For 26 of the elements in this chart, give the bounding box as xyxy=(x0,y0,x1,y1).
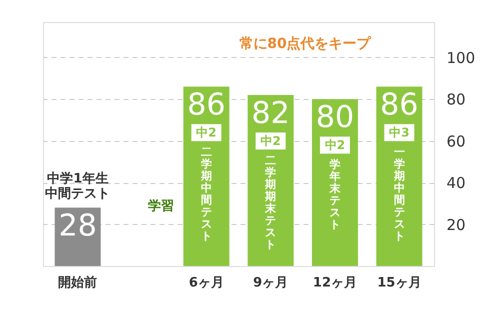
y-tick-label: 100 xyxy=(446,48,476,67)
x-tick-label: 15ヶ月 xyxy=(377,276,422,290)
y-tick-label: 40 xyxy=(446,174,466,192)
annotation: 中2 xyxy=(324,138,346,152)
annotation: 二学期期末テスト xyxy=(264,154,278,251)
x-tick-label: 12ヶ月 xyxy=(312,276,358,290)
x-tick-label: 開始前 xyxy=(58,276,98,290)
annotation: 常に80点代をキープ xyxy=(239,35,372,52)
annotation: 学習 xyxy=(148,199,174,214)
annotation: 二学期中間テスト xyxy=(200,146,212,243)
data-label: 82 xyxy=(252,96,290,131)
y-tick-label: 20 xyxy=(446,216,466,234)
annotation: 中2 xyxy=(196,126,217,140)
annotation: 一学期中間テスト xyxy=(392,146,405,243)
data-label: 28 xyxy=(58,208,97,244)
annotation: 中3 xyxy=(389,126,410,140)
data-label: 86 xyxy=(380,88,418,123)
annotation: 中2 xyxy=(260,134,281,148)
x-tick-label: 6ヶ月 xyxy=(188,276,224,290)
x-tick-label: 9ヶ月 xyxy=(253,276,288,290)
annotation: 学年末テスト xyxy=(328,158,342,232)
y-tick-label: 80 xyxy=(446,90,466,109)
y-tick-label: 60 xyxy=(446,132,466,150)
data-label: 86 xyxy=(187,88,226,123)
annotation: 中学1年生中間テスト xyxy=(45,172,110,202)
data-label: 80 xyxy=(316,100,354,136)
